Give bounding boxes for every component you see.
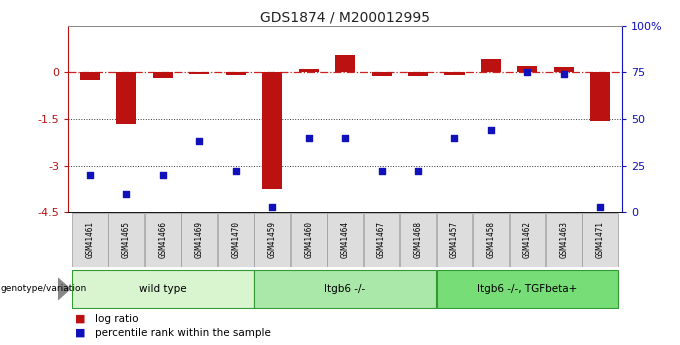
Text: GSM41458: GSM41458 — [486, 221, 496, 258]
Bar — [262, 72, 282, 189]
Bar — [445, 72, 464, 75]
Bar — [80, 72, 100, 80]
Bar — [590, 72, 611, 120]
Text: GSM41467: GSM41467 — [377, 221, 386, 258]
Bar — [481, 59, 501, 72]
Text: GSM41460: GSM41460 — [304, 221, 313, 258]
Text: GSM41459: GSM41459 — [268, 221, 277, 258]
Point — [231, 168, 241, 174]
Bar — [517, 66, 537, 72]
Text: GSM41466: GSM41466 — [158, 221, 167, 258]
Point — [194, 139, 205, 144]
Text: log ratio: log ratio — [95, 314, 139, 324]
FancyBboxPatch shape — [509, 213, 545, 267]
Bar — [371, 72, 392, 76]
Text: ■: ■ — [75, 314, 85, 324]
Text: GSM41465: GSM41465 — [122, 221, 131, 258]
Point — [157, 172, 168, 178]
FancyBboxPatch shape — [437, 270, 618, 308]
Bar — [335, 55, 355, 72]
Text: GSM41464: GSM41464 — [341, 221, 350, 258]
Text: GSM41471: GSM41471 — [596, 221, 605, 258]
Point — [449, 135, 460, 140]
Text: GSM41457: GSM41457 — [450, 221, 459, 258]
Point — [121, 191, 132, 196]
Text: GSM41470: GSM41470 — [231, 221, 240, 258]
FancyBboxPatch shape — [364, 213, 399, 267]
FancyBboxPatch shape — [546, 213, 581, 267]
Text: wild type: wild type — [139, 284, 186, 294]
Title: GDS1874 / M200012995: GDS1874 / M200012995 — [260, 11, 430, 25]
Bar — [189, 72, 209, 74]
FancyBboxPatch shape — [254, 213, 290, 267]
Point — [376, 168, 387, 174]
Text: GSM41463: GSM41463 — [560, 221, 568, 258]
Text: GSM41461: GSM41461 — [86, 221, 95, 258]
FancyBboxPatch shape — [327, 213, 363, 267]
Text: Itgb6 -/-: Itgb6 -/- — [324, 284, 366, 294]
FancyBboxPatch shape — [109, 213, 144, 267]
Polygon shape — [58, 278, 70, 300]
Text: ■: ■ — [75, 328, 85, 338]
Bar — [116, 72, 137, 124]
FancyBboxPatch shape — [400, 213, 436, 267]
Bar — [226, 72, 245, 75]
FancyBboxPatch shape — [72, 213, 107, 267]
Text: Itgb6 -/-, TGFbeta+: Itgb6 -/-, TGFbeta+ — [477, 284, 577, 294]
FancyBboxPatch shape — [291, 213, 326, 267]
FancyBboxPatch shape — [583, 213, 618, 267]
FancyBboxPatch shape — [145, 213, 181, 267]
Bar — [408, 72, 428, 76]
FancyBboxPatch shape — [437, 213, 473, 267]
FancyBboxPatch shape — [473, 213, 509, 267]
Point — [340, 135, 351, 140]
Text: GSM41469: GSM41469 — [194, 221, 204, 258]
Point — [303, 135, 314, 140]
FancyBboxPatch shape — [182, 213, 217, 267]
FancyBboxPatch shape — [72, 270, 254, 308]
Point — [413, 168, 424, 174]
Point — [522, 70, 533, 75]
Bar — [153, 72, 173, 78]
Bar — [554, 67, 574, 72]
Text: percentile rank within the sample: percentile rank within the sample — [95, 328, 271, 338]
Text: GSM41468: GSM41468 — [413, 221, 422, 258]
Point — [84, 172, 95, 178]
Bar — [299, 69, 319, 72]
Text: genotype/variation: genotype/variation — [1, 284, 87, 294]
FancyBboxPatch shape — [254, 270, 436, 308]
Point — [595, 204, 606, 209]
Point — [486, 127, 496, 133]
Point — [558, 71, 569, 77]
Text: GSM41462: GSM41462 — [523, 221, 532, 258]
Point — [267, 204, 277, 209]
FancyBboxPatch shape — [218, 213, 254, 267]
